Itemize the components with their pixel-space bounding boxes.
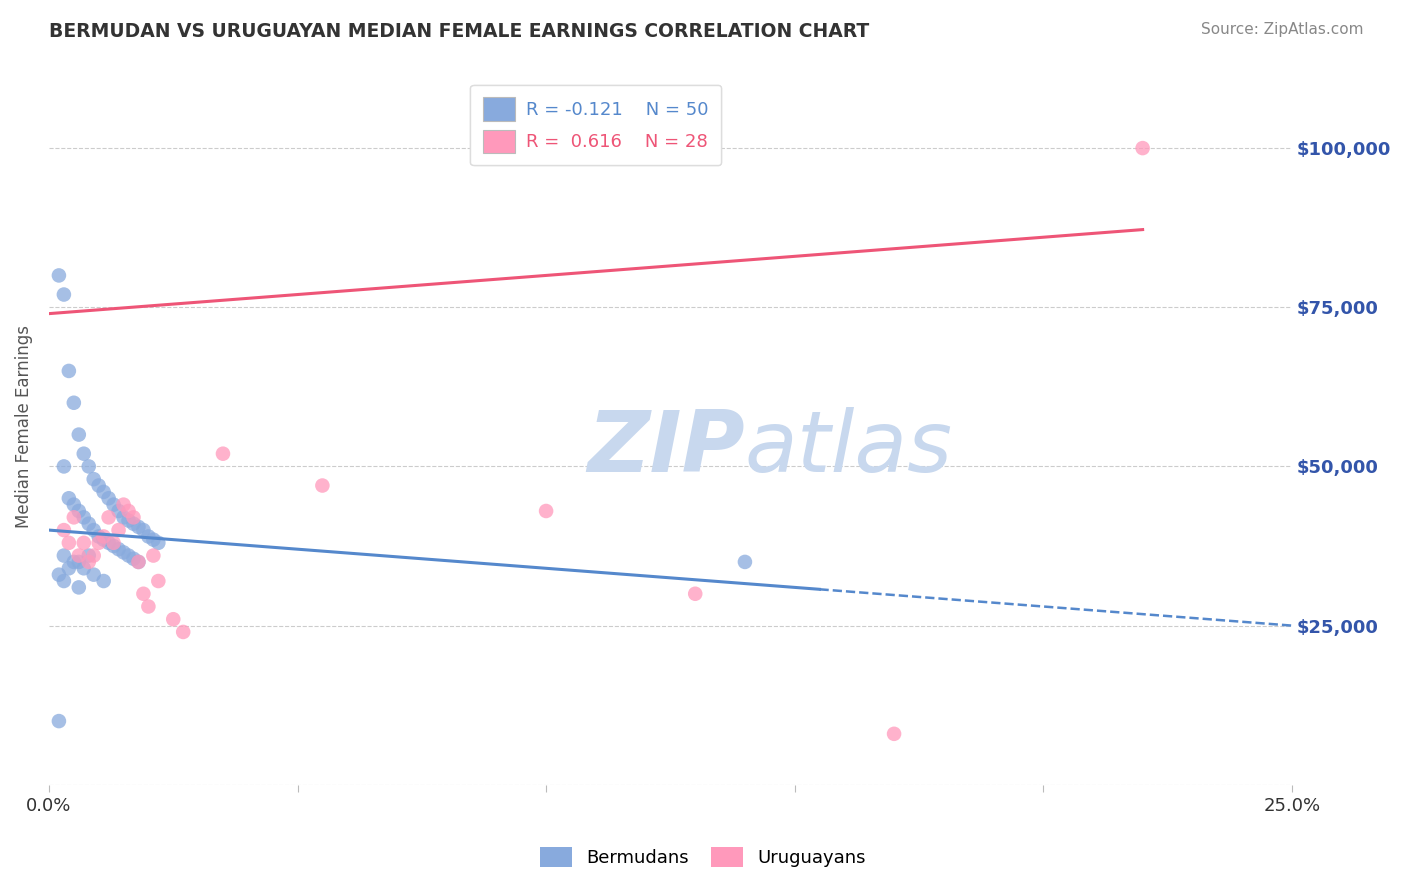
Point [97, 536, 120, 550]
Point [48, 567, 70, 582]
Point [52, 459, 75, 474]
Legend: R = -0.121    N = 50, R =  0.616    N = 28: R = -0.121 N = 50, R = 0.616 N = 28 [470, 85, 721, 165]
Point [112, 510, 135, 524]
Point [83, 472, 105, 486]
Point [52, 287, 75, 301]
Point [734, 555, 756, 569]
Point [63, 396, 86, 410]
Point [97, 510, 120, 524]
Text: Source: ZipAtlas.com: Source: ZipAtlas.com [1201, 22, 1364, 37]
Point [58, 536, 80, 550]
Point [93, 529, 115, 543]
Point [142, 533, 165, 547]
Point [107, 504, 129, 518]
Point [311, 478, 333, 492]
Point [117, 549, 139, 563]
Point [73, 561, 96, 575]
Point [103, 498, 125, 512]
Point [67, 504, 90, 518]
Point [1132, 141, 1154, 155]
Point [93, 574, 115, 588]
Point [63, 510, 86, 524]
Point [112, 498, 135, 512]
Point [132, 587, 155, 601]
Point [117, 514, 139, 528]
Point [162, 612, 184, 626]
Point [97, 491, 120, 506]
Point [138, 529, 160, 543]
Point [93, 484, 115, 499]
Point [122, 551, 145, 566]
Point [58, 364, 80, 378]
Y-axis label: Median Female Earnings: Median Female Earnings [15, 326, 32, 528]
Point [58, 561, 80, 575]
Point [112, 545, 135, 559]
Point [67, 581, 90, 595]
Point [67, 549, 90, 563]
Point [52, 549, 75, 563]
Point [52, 523, 75, 537]
Point [117, 504, 139, 518]
Point [683, 587, 706, 601]
Point [67, 427, 90, 442]
Point [52, 574, 75, 588]
Point [67, 555, 90, 569]
Point [148, 574, 170, 588]
Point [138, 599, 160, 614]
Point [83, 567, 105, 582]
Point [63, 555, 86, 569]
Point [132, 523, 155, 537]
Point [122, 516, 145, 531]
Point [212, 447, 235, 461]
Point [58, 491, 80, 506]
Point [127, 555, 149, 569]
Point [142, 549, 165, 563]
Point [77, 549, 100, 563]
Point [93, 533, 115, 547]
Text: BERMUDAN VS URUGUAYAN MEDIAN FEMALE EARNINGS CORRELATION CHART: BERMUDAN VS URUGUAYAN MEDIAN FEMALE EARN… [49, 22, 869, 41]
Point [48, 714, 70, 728]
Point [127, 555, 149, 569]
Point [148, 536, 170, 550]
Point [883, 727, 905, 741]
Point [107, 523, 129, 537]
Point [83, 549, 105, 563]
Point [103, 539, 125, 553]
Point [63, 498, 86, 512]
Point [127, 520, 149, 534]
Point [73, 510, 96, 524]
Point [87, 536, 110, 550]
Point [73, 536, 96, 550]
Text: ZIP: ZIP [588, 407, 745, 490]
Point [103, 536, 125, 550]
Point [77, 459, 100, 474]
Point [122, 510, 145, 524]
Point [534, 504, 557, 518]
Point [107, 542, 129, 557]
Point [73, 447, 96, 461]
Point [83, 523, 105, 537]
Point [87, 478, 110, 492]
Point [48, 268, 70, 283]
Legend: Bermudans, Uruguayans: Bermudans, Uruguayans [533, 839, 873, 874]
Point [87, 529, 110, 543]
Point [77, 555, 100, 569]
Point [77, 516, 100, 531]
Text: atlas: atlas [745, 407, 953, 490]
Point [172, 624, 194, 639]
